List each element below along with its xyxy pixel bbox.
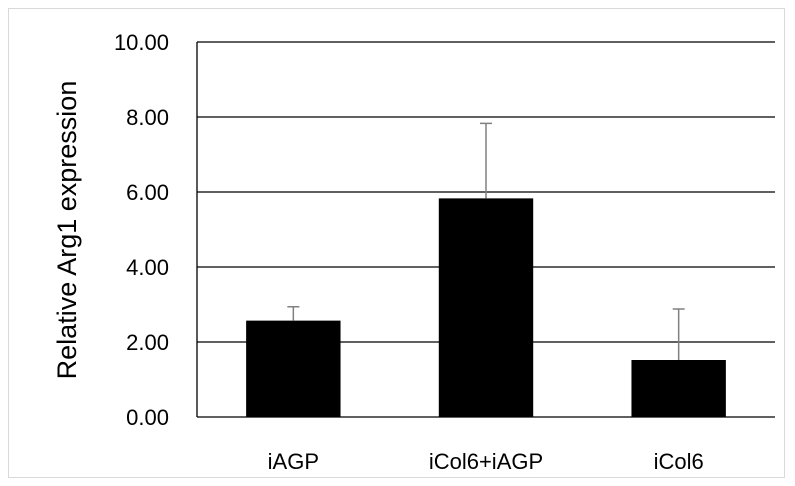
x-tick-label: iAGP [268,449,319,474]
y-tick-label: 0.00 [126,405,169,430]
x-tick-label: iCol6+iAGP [429,449,543,474]
y-tick-label: 6.00 [126,180,169,205]
bars [246,198,726,417]
x-tick-label: iCol6 [654,449,704,474]
error-bars [287,122,685,360]
bar [438,198,534,417]
bar [631,360,726,417]
axes [196,42,775,418]
y-axis-label: Relative Arg1 expression [52,81,82,380]
y-tick-label: 10.00 [114,30,169,55]
y-tick-label: 2.00 [126,330,169,355]
y-tick-labels: 0.00 2.00 4.00 6.00 8.00 10.00 [114,30,169,430]
bar [246,320,341,417]
y-tick-label: 8.00 [126,105,169,130]
y-tick-label: 4.00 [126,255,169,280]
x-tick-labels: iAGP iCol6+iAGP iCol6 [268,449,704,474]
